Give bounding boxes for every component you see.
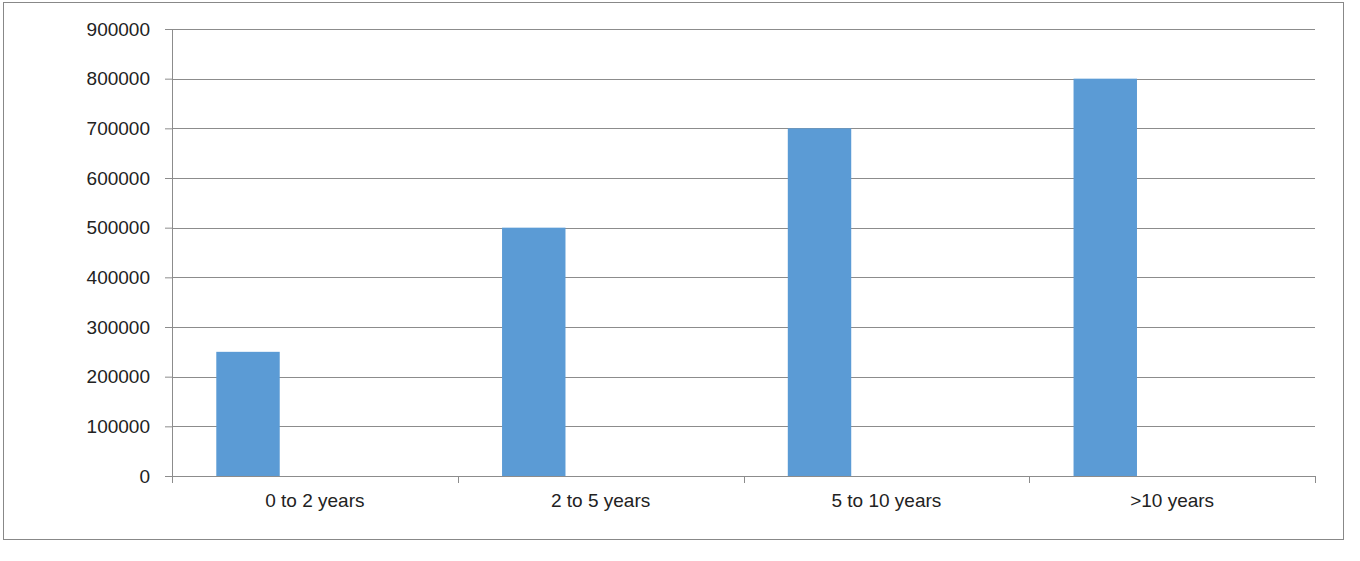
- y-tick-mark: [165, 228, 172, 229]
- y-tick: 0: [139, 466, 172, 487]
- chart-frame: [4, 3, 1344, 540]
- y-tick: 600000: [87, 168, 172, 189]
- grid-line: [172, 79, 1315, 80]
- y-tick: 500000: [87, 217, 172, 238]
- x-axis: 0 to 2 years 2 to 5 years 5 to 10 years >10…: [173, 476, 1316, 511]
- y-tick-mark: [165, 377, 172, 378]
- grid-line: [172, 277, 1315, 278]
- category-separator: [172, 476, 173, 483]
- x-tick: 0 to 2 years: [265, 476, 364, 511]
- y-tick: 800000: [87, 68, 172, 89]
- grid-line: [172, 29, 1315, 30]
- y-tick-mark: [165, 476, 172, 477]
- bar: [502, 228, 565, 476]
- x-tick: >10 years: [1130, 476, 1214, 511]
- y-tick-mark: [165, 79, 172, 80]
- grid-line: [172, 377, 1315, 378]
- y-tick-label: 900000: [87, 19, 150, 40]
- y-tick-mark: [165, 128, 172, 129]
- bar: [1074, 79, 1137, 476]
- y-tick: 400000: [87, 267, 172, 288]
- y-tick-label: 700000: [87, 118, 150, 139]
- plot-area: 0 100000 200000 300000 400000 500000 600000 700…: [87, 19, 1316, 512]
- y-tick-mark: [165, 277, 172, 278]
- y-axis-line: [165, 30, 173, 477]
- x-tick-label: 2 to 5 years: [551, 490, 650, 511]
- y-tick: 700000: [87, 118, 172, 139]
- y-tick: 300000: [87, 317, 172, 338]
- x-tick-label: 0 to 2 years: [265, 490, 364, 511]
- chart-root: 0 100000 200000 300000 400000 500000 600000 700…: [0, 0, 1360, 561]
- y-tick-label: 100000: [87, 416, 150, 437]
- y-tick-mark: [165, 327, 172, 328]
- y-tick-label: 0: [139, 466, 150, 487]
- y-tick-label: 400000: [87, 267, 150, 288]
- bar: [788, 128, 851, 476]
- grid-line: [172, 476, 1315, 477]
- category-separator: [744, 476, 745, 483]
- y-tick-mark: [165, 178, 172, 179]
- y-axis: 0 100000 200000 300000 400000 500000 600000 700…: [87, 19, 173, 487]
- x-tick-label: 5 to 10 years: [831, 490, 941, 511]
- x-tick-label: >10 years: [1130, 490, 1214, 511]
- category-separators: [173, 476, 1316, 483]
- y-tick-label: 800000: [87, 68, 150, 89]
- grid-line: [172, 178, 1315, 179]
- y-tick: 100000: [87, 416, 172, 437]
- grid-line: [172, 128, 1315, 129]
- y-tick-mark: [165, 29, 172, 30]
- y-tick-label: 600000: [87, 168, 150, 189]
- category-separator: [458, 476, 459, 483]
- grid-line: [172, 327, 1315, 328]
- category-separator: [1315, 476, 1316, 483]
- category-separator: [1029, 476, 1030, 483]
- x-tick: 5 to 10 years: [831, 476, 941, 511]
- grid: [172, 30, 1315, 477]
- bars: [216, 79, 1137, 476]
- y-tick-label: 300000: [87, 317, 150, 338]
- grid-line: [172, 228, 1315, 229]
- bar: [216, 352, 279, 476]
- y-tick: 900000: [87, 19, 172, 40]
- y-tick-label: 200000: [87, 366, 150, 387]
- y-tick-label: 500000: [87, 217, 150, 238]
- x-tick: 2 to 5 years: [551, 476, 650, 511]
- grid-line: [172, 426, 1315, 427]
- y-tick-mark: [165, 426, 172, 427]
- y-tick: 200000: [87, 366, 172, 387]
